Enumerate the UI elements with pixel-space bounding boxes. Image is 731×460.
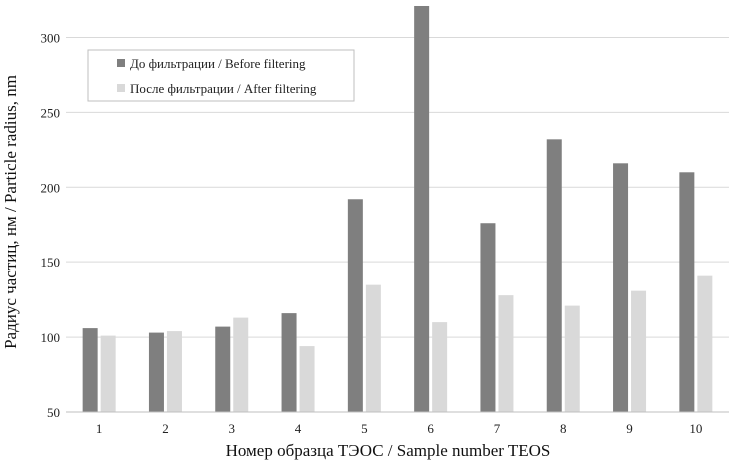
bar-sample-4-before (281, 313, 297, 412)
bar-sample-6-before (414, 5, 430, 412)
legend: До фильтрации / Before filtering После ф… (87, 49, 355, 102)
bar-sample-2-before (148, 332, 164, 412)
x-tick-label: 8 (560, 421, 567, 436)
bar-sample-6-after (432, 322, 448, 412)
bar-sample-2-after (166, 331, 182, 412)
bar-sample-5-before (347, 199, 363, 412)
y-axis-title: Радиус частиц, нм / Particle radius, nm (1, 75, 20, 349)
bar-sample-5-after (365, 284, 381, 412)
x-tick-label: 4 (295, 421, 302, 436)
bars (82, 5, 713, 412)
x-tick-label: 3 (229, 421, 236, 436)
bar-sample-10-before (679, 172, 695, 412)
legend-label-before: До фильтрации / Before filtering (130, 56, 306, 71)
bar-sample-1-before (82, 328, 98, 412)
bar-sample-8-after (564, 305, 580, 412)
x-tick-labels: 1 2 3 4 5 6 7 8 9 10 (96, 421, 702, 436)
legend-label-after: После фильтрации / After filtering (130, 81, 317, 96)
bar-sample-3-before (215, 326, 231, 412)
y-tick-label: 200 (41, 180, 61, 195)
y-tick-label: 250 (41, 105, 61, 120)
x-tick-label: 5 (361, 421, 368, 436)
x-tick-label: 2 (162, 421, 169, 436)
bar-sample-3-after (233, 317, 249, 412)
x-tick-label: 7 (494, 421, 501, 436)
legend-box (87, 49, 355, 102)
bar-sample-10-after (697, 275, 713, 412)
x-tick-label: 6 (427, 421, 434, 436)
x-axis-title: Номер образца ТЭОС / Sample number TEOS (226, 441, 551, 460)
x-tick-label: 10 (689, 421, 702, 436)
bar-sample-7-before (480, 223, 496, 412)
legend-swatch-before (117, 59, 125, 67)
y-tick-label: 150 (41, 255, 61, 270)
bar-sample-8-before (546, 139, 562, 412)
y-tick-label: 50 (47, 405, 60, 420)
bar-sample-4-after (299, 346, 315, 412)
bar-sample-9-after (631, 290, 647, 412)
y-tick-label: 100 (41, 330, 61, 345)
x-tick-label: 1 (96, 421, 103, 436)
bar-sample-7-after (498, 295, 514, 412)
y-tick-label: 300 (41, 30, 61, 45)
legend-swatch-after (117, 84, 125, 92)
bar-sample-1-after (100, 335, 116, 412)
x-tick-label: 9 (626, 421, 633, 436)
bar-sample-9-before (613, 163, 629, 412)
y-tick-labels: 50 100 150 200 250 300 (41, 30, 61, 420)
